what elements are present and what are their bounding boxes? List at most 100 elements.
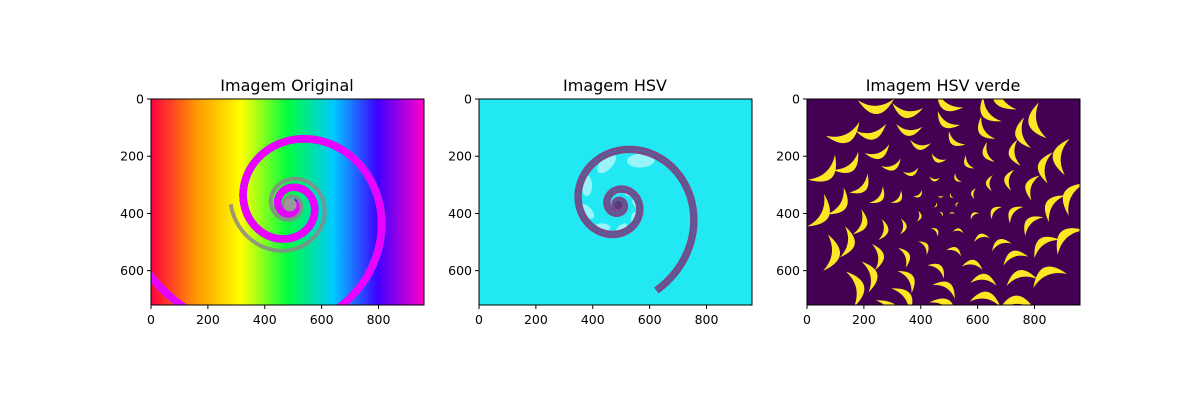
- y-tick-label: 0: [464, 92, 472, 107]
- panel-title: Imagem Original: [220, 76, 353, 95]
- y-tick-label: 600: [120, 263, 144, 278]
- yellow-crescent: [902, 167, 919, 177]
- axes-frame: [806, 98, 1081, 306]
- yellow-crescent: [832, 151, 859, 173]
- panel-original: Imagem Original 0 200 400 600 800 0 200 400 600: [120, 76, 425, 327]
- yellow-crescent: [864, 144, 890, 160]
- spiral-texture: [576, 147, 696, 292]
- yellow-crescent: [892, 102, 924, 118]
- yellow-crescent: [949, 211, 955, 215]
- yellow-crescent: [855, 123, 887, 140]
- yellow-crescent: [931, 153, 947, 163]
- yellow-crescent: [1008, 206, 1024, 224]
- yellow-crescent: [990, 206, 1002, 220]
- axes-frame: [150, 98, 425, 306]
- yellow-crescent: [872, 244, 884, 271]
- yellow-crescent: [899, 218, 907, 235]
- yellow-crescent: [929, 298, 956, 305]
- x-tick-label: 400: [909, 312, 933, 327]
- yellow-crescent: [955, 202, 960, 208]
- yellow-crescent: [952, 228, 964, 234]
- yellow-crescent: [808, 154, 836, 182]
- yellow-crescent: [937, 110, 961, 129]
- yellow-crescent: [1062, 183, 1080, 216]
- spiral-center: [614, 200, 623, 209]
- y-tick-label: 600: [776, 263, 800, 278]
- yellow-crescent: [1028, 102, 1047, 139]
- axes-frame: [478, 98, 753, 306]
- yellow-crescent: [980, 99, 1002, 122]
- yellow-crescent: [1052, 138, 1070, 176]
- yellow-crescent: [1003, 250, 1029, 266]
- x-tick-label: 800: [1023, 312, 1047, 327]
- y-tick-label: 0: [136, 92, 144, 107]
- yellow-crescent: [1045, 195, 1066, 223]
- x-tick-label: 0: [803, 312, 811, 327]
- yellow-crescent: [1037, 152, 1053, 184]
- yellow-crescent: [949, 192, 954, 198]
- yellow-crescent: [1004, 169, 1015, 191]
- yellow-crescent: [929, 176, 940, 182]
- yellow-crescent: [937, 195, 944, 198]
- y-tick-label: 400: [448, 206, 472, 221]
- yellow-crescent: [1015, 117, 1032, 149]
- yellow-crescent: [852, 209, 868, 235]
- x-tick-label: 400: [581, 312, 605, 327]
- yellow-crescent: [930, 228, 939, 237]
- yellow-crescent: [970, 273, 997, 286]
- x-tick-label: 600: [966, 312, 990, 327]
- yellow-crescent: [1034, 236, 1060, 259]
- yellow-crescent: [932, 281, 955, 299]
- yellow-crescent: [849, 173, 869, 194]
- x-tick-label: 400: [253, 312, 277, 327]
- yellow-crescent: [891, 288, 913, 305]
- yellow-crescent: [896, 124, 923, 136]
- yellow-crescent: [954, 172, 962, 182]
- x-tick-label: 800: [695, 312, 719, 327]
- y-tick-label: 200: [776, 149, 800, 164]
- yellow-crescent: [827, 187, 848, 215]
- yellow-crescent: [974, 233, 990, 242]
- yellow-crescent: [845, 271, 865, 305]
- panel-title: Imagem HSV: [563, 76, 667, 95]
- yellow-crescent: [939, 211, 943, 217]
- x-tick-label: 800: [367, 312, 391, 327]
- x-tick-label: 0: [147, 312, 155, 327]
- yellow-crescent: [857, 99, 895, 115]
- yellow-crescent: [1006, 270, 1038, 287]
- spiral-center: [284, 198, 297, 212]
- x-tick-label: 200: [196, 312, 220, 327]
- y-tick-label: 400: [776, 206, 800, 221]
- panel-hsv-verde: Imagem HSV verde 0 200 400 600 800 0 200 400 600: [776, 76, 1081, 327]
- yellow-crescent: [985, 175, 993, 192]
- x-tick-label: 0: [475, 312, 483, 327]
- yellow-crescent: [961, 259, 983, 270]
- yellow-crescent: [861, 261, 878, 293]
- yellow-crescent: [878, 219, 889, 240]
- yellow-crescent: [970, 212, 980, 220]
- yellow-crescent: [969, 291, 1001, 305]
- yellow-crescent: [890, 190, 903, 203]
- yellow-crescent: [1008, 139, 1021, 166]
- y-tick-label: 0: [792, 92, 800, 107]
- yellow-crescent: [1056, 228, 1080, 255]
- y-tick-label: 400: [120, 206, 144, 221]
- yellow-crescent: [1033, 266, 1067, 289]
- yellow-crescent: [964, 154, 975, 169]
- yellow-crescent: [916, 210, 922, 222]
- y-tick-label: 200: [120, 149, 144, 164]
- yellow-crescent: [937, 99, 964, 112]
- yellow-crescent: [948, 131, 966, 146]
- rainbow-band: [151, 135, 386, 305]
- yellow-crescent: [825, 121, 860, 144]
- yellow-crescent: [982, 142, 995, 162]
- yellow-crescent: [897, 270, 915, 294]
- yellow-crescent: [1024, 216, 1044, 237]
- x-tick-label: 600: [310, 312, 334, 327]
- image-hsv-verde: [807, 99, 1080, 305]
- panel-hsv: Imagem HSV 0 200 400 600 800 0 200 400 600: [448, 76, 753, 327]
- light-petal: [597, 154, 616, 174]
- light-petal: [580, 204, 595, 219]
- yellow-crescent: [992, 99, 1017, 110]
